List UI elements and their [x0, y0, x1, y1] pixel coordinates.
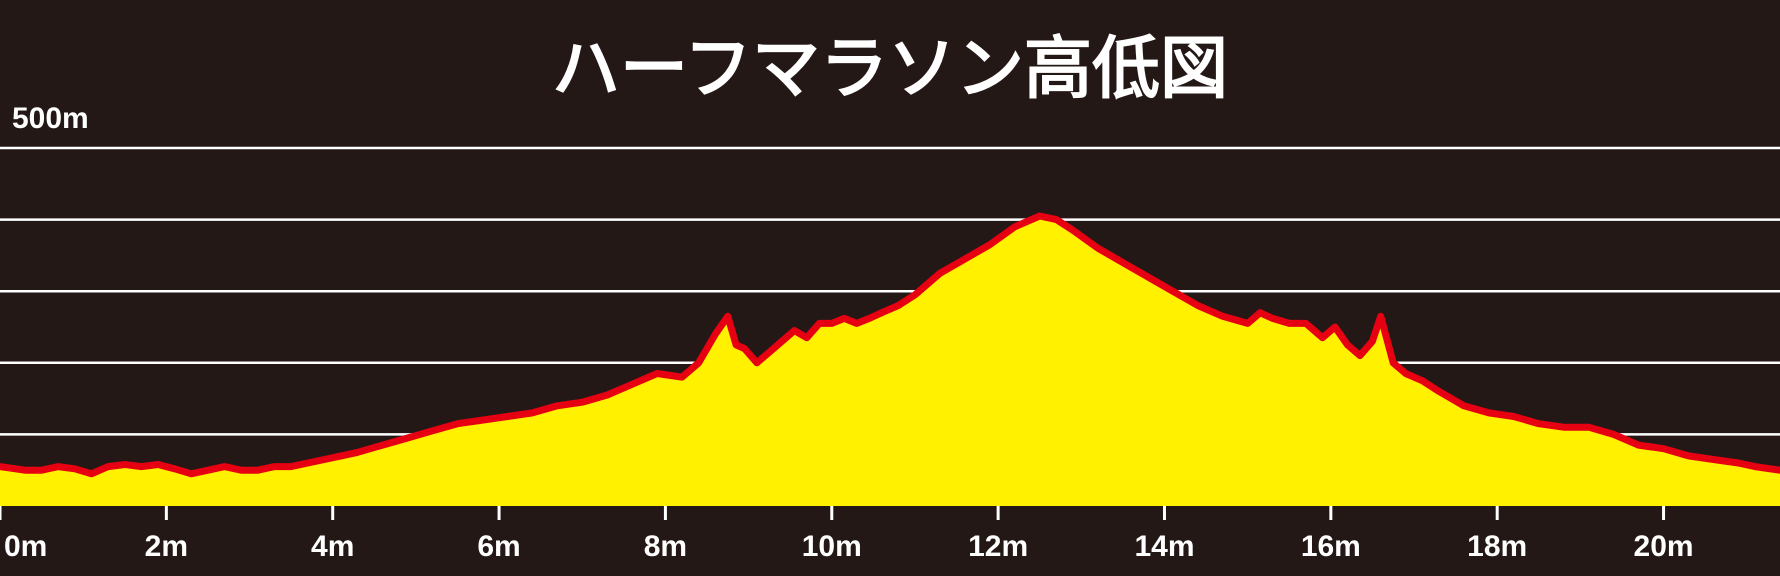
x-tick-label-8: 8m — [644, 530, 687, 563]
x-tick-label-2: 2m — [145, 530, 188, 563]
x-tick-label-12: 12m — [968, 530, 1028, 563]
elevation-area — [0, 212, 1780, 506]
y-axis-top-label: 500m — [12, 102, 89, 135]
x-axis-ticks: 0m 2m 4m 6m 8m 10m 12m 14m 16m 18m 20m — [0, 506, 1694, 563]
x-tick-label-20: 20m — [1634, 530, 1694, 563]
x-tick-label-4: 4m — [311, 530, 354, 563]
x-tick-label-6: 6m — [477, 530, 520, 563]
x-tick-label-18: 18m — [1467, 530, 1527, 563]
x-tick-label-14: 14m — [1134, 530, 1194, 563]
x-tick-label-10: 10m — [802, 530, 862, 563]
x-tick-label-0: 0m — [4, 530, 47, 563]
chart-title: ハーフマラソン高低図 — [552, 30, 1228, 109]
elevation-line — [0, 212, 1780, 478]
elevation-fill — [0, 216, 1780, 506]
x-tick-label-16: 16m — [1301, 530, 1361, 563]
